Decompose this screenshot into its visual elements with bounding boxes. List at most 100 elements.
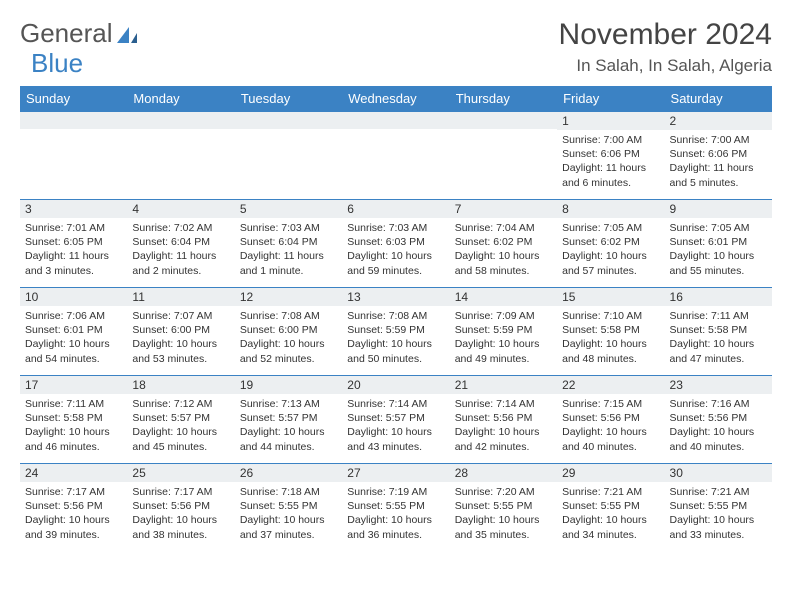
day-number: 17 — [20, 376, 127, 394]
day-details: Sunrise: 7:16 AMSunset: 5:56 PMDaylight:… — [665, 394, 772, 458]
calendar-day-cell: 8Sunrise: 7:05 AMSunset: 6:02 PMDaylight… — [557, 200, 664, 288]
logo-sail-icon — [115, 25, 139, 45]
day-details: Sunrise: 7:10 AMSunset: 5:58 PMDaylight:… — [557, 306, 664, 370]
day-number: 14 — [450, 288, 557, 306]
calendar-day-cell: 22Sunrise: 7:15 AMSunset: 5:56 PMDayligh… — [557, 376, 664, 464]
day-details: Sunrise: 7:01 AMSunset: 6:05 PMDaylight:… — [20, 218, 127, 282]
day-number: 6 — [342, 200, 449, 218]
calendar-day-cell: 5Sunrise: 7:03 AMSunset: 6:04 PMDaylight… — [235, 200, 342, 288]
calendar-week-row: 17Sunrise: 7:11 AMSunset: 5:58 PMDayligh… — [20, 376, 772, 464]
day-number: 21 — [450, 376, 557, 394]
calendar-day-cell: 1Sunrise: 7:00 AMSunset: 6:06 PMDaylight… — [557, 112, 664, 200]
day-number: 26 — [235, 464, 342, 482]
calendar-day-cell: 2Sunrise: 7:00 AMSunset: 6:06 PMDaylight… — [665, 112, 772, 200]
weekday-header: Tuesday — [235, 86, 342, 112]
empty-day-header — [342, 112, 449, 129]
calendar-day-cell: 26Sunrise: 7:18 AMSunset: 5:55 PMDayligh… — [235, 464, 342, 552]
day-details: Sunrise: 7:03 AMSunset: 6:04 PMDaylight:… — [235, 218, 342, 282]
calendar-day-cell: 19Sunrise: 7:13 AMSunset: 5:57 PMDayligh… — [235, 376, 342, 464]
day-number: 24 — [20, 464, 127, 482]
day-details: Sunrise: 7:11 AMSunset: 5:58 PMDaylight:… — [20, 394, 127, 458]
weekday-header: Friday — [557, 86, 664, 112]
day-number: 20 — [342, 376, 449, 394]
day-number: 11 — [127, 288, 234, 306]
calendar-day-cell: 21Sunrise: 7:14 AMSunset: 5:56 PMDayligh… — [450, 376, 557, 464]
day-details: Sunrise: 7:14 AMSunset: 5:56 PMDaylight:… — [450, 394, 557, 458]
day-details: Sunrise: 7:00 AMSunset: 6:06 PMDaylight:… — [557, 130, 664, 194]
day-number: 7 — [450, 200, 557, 218]
day-details: Sunrise: 7:05 AMSunset: 6:02 PMDaylight:… — [557, 218, 664, 282]
calendar-body: 1Sunrise: 7:00 AMSunset: 6:06 PMDaylight… — [20, 112, 772, 552]
day-number: 30 — [665, 464, 772, 482]
day-number: 10 — [20, 288, 127, 306]
day-number: 19 — [235, 376, 342, 394]
day-details: Sunrise: 7:21 AMSunset: 5:55 PMDaylight:… — [665, 482, 772, 546]
calendar-week-row: 10Sunrise: 7:06 AMSunset: 6:01 PMDayligh… — [20, 288, 772, 376]
calendar-day-cell — [235, 112, 342, 200]
empty-day-header — [20, 112, 127, 129]
day-number: 16 — [665, 288, 772, 306]
calendar-day-cell: 16Sunrise: 7:11 AMSunset: 5:58 PMDayligh… — [665, 288, 772, 376]
day-details: Sunrise: 7:15 AMSunset: 5:56 PMDaylight:… — [557, 394, 664, 458]
day-details: Sunrise: 7:12 AMSunset: 5:57 PMDaylight:… — [127, 394, 234, 458]
day-number: 15 — [557, 288, 664, 306]
calendar-day-cell: 13Sunrise: 7:08 AMSunset: 5:59 PMDayligh… — [342, 288, 449, 376]
calendar-day-cell: 23Sunrise: 7:16 AMSunset: 5:56 PMDayligh… — [665, 376, 772, 464]
calendar-day-cell: 11Sunrise: 7:07 AMSunset: 6:00 PMDayligh… — [127, 288, 234, 376]
calendar-day-cell: 27Sunrise: 7:19 AMSunset: 5:55 PMDayligh… — [342, 464, 449, 552]
day-details: Sunrise: 7:21 AMSunset: 5:55 PMDaylight:… — [557, 482, 664, 546]
calendar-day-cell: 6Sunrise: 7:03 AMSunset: 6:03 PMDaylight… — [342, 200, 449, 288]
calendar-day-cell: 29Sunrise: 7:21 AMSunset: 5:55 PMDayligh… — [557, 464, 664, 552]
title-block: November 2024 In Salah, In Salah, Algeri… — [559, 18, 772, 76]
weekday-header: Monday — [127, 86, 234, 112]
calendar-day-cell — [450, 112, 557, 200]
header: General November 2024 In Salah, In Salah… — [20, 18, 772, 76]
weekday-header: Sunday — [20, 86, 127, 112]
weekday-header: Saturday — [665, 86, 772, 112]
day-number: 2 — [665, 112, 772, 130]
day-details: Sunrise: 7:02 AMSunset: 6:04 PMDaylight:… — [127, 218, 234, 282]
day-number: 22 — [557, 376, 664, 394]
empty-day-header — [235, 112, 342, 129]
calendar-day-cell — [127, 112, 234, 200]
calendar-day-cell — [20, 112, 127, 200]
day-details: Sunrise: 7:09 AMSunset: 5:59 PMDaylight:… — [450, 306, 557, 370]
day-number: 13 — [342, 288, 449, 306]
day-number: 1 — [557, 112, 664, 130]
month-title: November 2024 — [559, 18, 772, 52]
day-details: Sunrise: 7:19 AMSunset: 5:55 PMDaylight:… — [342, 482, 449, 546]
day-number: 9 — [665, 200, 772, 218]
calendar-day-cell: 3Sunrise: 7:01 AMSunset: 6:05 PMDaylight… — [20, 200, 127, 288]
calendar-table: SundayMondayTuesdayWednesdayThursdayFrid… — [20, 86, 772, 552]
calendar-day-cell: 17Sunrise: 7:11 AMSunset: 5:58 PMDayligh… — [20, 376, 127, 464]
calendar-day-cell: 14Sunrise: 7:09 AMSunset: 5:59 PMDayligh… — [450, 288, 557, 376]
calendar-day-cell: 30Sunrise: 7:21 AMSunset: 5:55 PMDayligh… — [665, 464, 772, 552]
calendar-day-cell: 7Sunrise: 7:04 AMSunset: 6:02 PMDaylight… — [450, 200, 557, 288]
empty-day-header — [127, 112, 234, 129]
calendar-day-cell: 20Sunrise: 7:14 AMSunset: 5:57 PMDayligh… — [342, 376, 449, 464]
location: In Salah, In Salah, Algeria — [559, 56, 772, 76]
calendar-day-cell: 28Sunrise: 7:20 AMSunset: 5:55 PMDayligh… — [450, 464, 557, 552]
day-details: Sunrise: 7:17 AMSunset: 5:56 PMDaylight:… — [127, 482, 234, 546]
day-details: Sunrise: 7:18 AMSunset: 5:55 PMDaylight:… — [235, 482, 342, 546]
empty-day-header — [450, 112, 557, 129]
day-details: Sunrise: 7:17 AMSunset: 5:56 PMDaylight:… — [20, 482, 127, 546]
calendar-day-cell: 10Sunrise: 7:06 AMSunset: 6:01 PMDayligh… — [20, 288, 127, 376]
calendar-day-cell — [342, 112, 449, 200]
day-details: Sunrise: 7:13 AMSunset: 5:57 PMDaylight:… — [235, 394, 342, 458]
calendar-week-row: 1Sunrise: 7:00 AMSunset: 6:06 PMDaylight… — [20, 112, 772, 200]
day-details: Sunrise: 7:03 AMSunset: 6:03 PMDaylight:… — [342, 218, 449, 282]
day-details: Sunrise: 7:11 AMSunset: 5:58 PMDaylight:… — [665, 306, 772, 370]
weekday-header: Wednesday — [342, 86, 449, 112]
day-details: Sunrise: 7:04 AMSunset: 6:02 PMDaylight:… — [450, 218, 557, 282]
calendar-day-cell: 12Sunrise: 7:08 AMSunset: 6:00 PMDayligh… — [235, 288, 342, 376]
day-details: Sunrise: 7:05 AMSunset: 6:01 PMDaylight:… — [665, 218, 772, 282]
calendar-day-cell: 18Sunrise: 7:12 AMSunset: 5:57 PMDayligh… — [127, 376, 234, 464]
day-number: 12 — [235, 288, 342, 306]
day-details: Sunrise: 7:00 AMSunset: 6:06 PMDaylight:… — [665, 130, 772, 194]
logo-text-blue: Blue — [31, 48, 83, 79]
day-number: 5 — [235, 200, 342, 218]
calendar-day-cell: 9Sunrise: 7:05 AMSunset: 6:01 PMDaylight… — [665, 200, 772, 288]
day-number: 25 — [127, 464, 234, 482]
day-number: 4 — [127, 200, 234, 218]
